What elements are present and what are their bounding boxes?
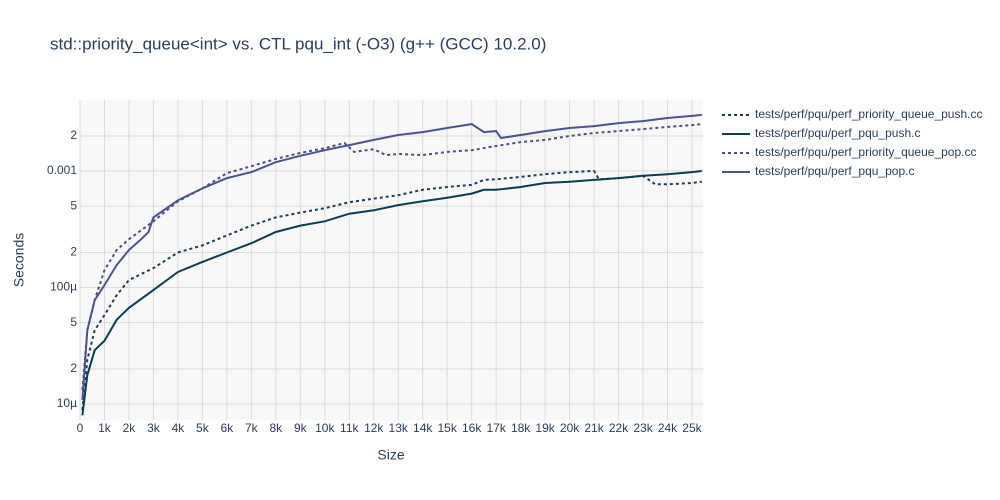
x-tick-label: 20k <box>560 421 580 435</box>
y-tick-label: 100µ <box>50 280 77 294</box>
x-tick-label: 17k <box>486 421 506 435</box>
x-tick-label: 15k <box>438 421 458 435</box>
x-tick-label: 7k <box>245 421 259 435</box>
x-tick-label: 24k <box>658 421 678 435</box>
plot-area <box>80 100 703 420</box>
x-tick-label: 11k <box>340 421 359 435</box>
x-tick-label: 1k <box>98 421 112 435</box>
x-tick-label: 14k <box>413 421 433 435</box>
y-tick-label: 5 <box>70 315 77 329</box>
x-tick-label: 0 <box>77 421 84 435</box>
x-tick-label: 21k <box>584 421 604 435</box>
grid <box>79 100 703 420</box>
y-tick-label: 2 <box>70 245 77 259</box>
x-tick-label: 2k <box>123 421 137 435</box>
x-tick-label: 10k <box>315 421 335 435</box>
legend-label: tests/perf/pqu/perf_pqu_pop.c <box>755 164 914 178</box>
x-tick-label: 22k <box>609 421 629 435</box>
x-tick-label: 8k <box>269 421 283 435</box>
x-tick-label: 13k <box>389 421 409 435</box>
x-tick-label: 6k <box>221 421 235 435</box>
series-line <box>81 123 702 391</box>
x-tick-label: 25k <box>682 421 702 435</box>
legend-label: tests/perf/pqu/perf_priority_queue_pop.c… <box>755 145 976 159</box>
legend-label: tests/perf/pqu/perf_pqu_push.c <box>755 126 920 140</box>
x-tick-label: 19k <box>535 421 555 435</box>
legend-label: tests/perf/pqu/perf_priority_queue_push.… <box>755 107 982 121</box>
x-tick-label: 18k <box>511 421 531 435</box>
chart-title: std::priority_queue<int> vs. CTL pqu_int… <box>50 34 546 53</box>
x-tick-label: 16k <box>462 421 482 435</box>
y-tick-label: 5 <box>70 198 77 212</box>
x-tick-label: 4k <box>172 421 186 435</box>
x-tick-label: 5k <box>196 421 210 435</box>
y-tick-label: 10µ <box>57 396 77 410</box>
y-tick-label: 0.001 <box>47 163 77 177</box>
x-tick-label: 9k <box>294 421 308 435</box>
x-axis-title: Size <box>377 447 404 463</box>
series-line <box>81 170 702 416</box>
x-tick-label: 23k <box>633 421 653 435</box>
y-axis-title: Seconds <box>11 233 27 287</box>
series-line <box>81 113 702 401</box>
series-line <box>81 169 702 411</box>
y-tick-label: 2 <box>70 361 77 375</box>
x-tick-label: 12k <box>364 421 384 435</box>
x-tick-label: 3k <box>147 421 161 435</box>
y-tick-label: 2 <box>70 128 77 142</box>
